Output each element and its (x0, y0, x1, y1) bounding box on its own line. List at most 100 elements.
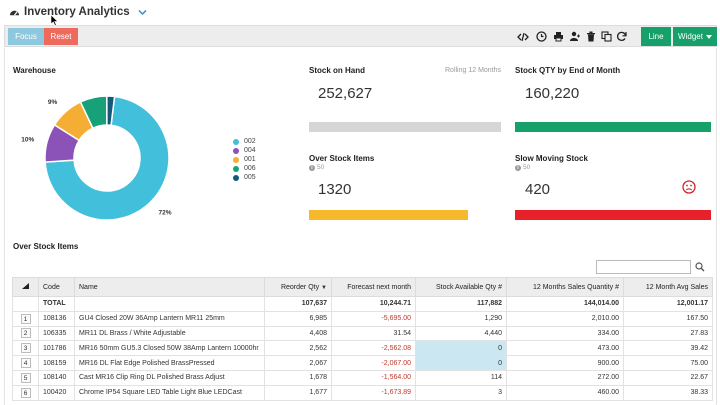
row-number[interactable]: 3 (20, 343, 31, 354)
total-stock-cell: 117,882 (415, 296, 507, 312)
over-stock-items-value: 1320 (318, 181, 352, 198)
cell-rownum: 6 (12, 384, 39, 401)
donut-label-001: 9% (48, 99, 58, 106)
legend-label: 001 (244, 156, 256, 163)
table-row[interactable]: 5 108140 Cast MR16 Clip Ring DL Polished B… (12, 369, 713, 386)
over-stock-table: Code Name Reorder Qty ▼ Forecast next mo… (12, 277, 713, 401)
cell-rownum: 2 (12, 325, 39, 342)
table-row[interactable]: 2 106335 MR11 DL Brass / White Adjustable 4… (12, 325, 713, 342)
legend-swatch (233, 165, 239, 172)
table-row[interactable]: 3 101786 MR16 50mm GU5.3 Closed 50W 38Amp … (12, 340, 713, 357)
cell-forecast: -2,562.08 (331, 340, 416, 357)
cell-stock: 3 (415, 384, 507, 401)
search-icon[interactable] (695, 262, 705, 272)
warehouse-legend: 002 004 001 006 005 (233, 137, 256, 182)
slow-moving-info: i 50 (515, 164, 530, 171)
over-stock-items-kpi-title: Over Stock Items (309, 154, 375, 163)
dashboard-title: Inventory Analytics (24, 6, 130, 18)
stock-on-hand-value: 252,627 (318, 85, 373, 102)
reset-button[interactable]: Reset (44, 28, 78, 45)
cell-reorder: 6,985 (264, 310, 332, 327)
table-header-row: Code Name Reorder Qty ▼ Forecast next mo… (12, 277, 713, 297)
table-row[interactable]: 6 100420 Chrome IP54 Square LED Table Ligh… (12, 384, 713, 401)
table-row[interactable]: 1 108136 GU4 Closed 20W 36Amp Lantern MR11… (12, 310, 713, 327)
legend-label: 004 (244, 147, 256, 154)
legend-item[interactable]: 001 (233, 155, 256, 164)
code-icon[interactable] (517, 30, 529, 43)
cell-code: 100420 (38, 384, 75, 401)
legend-swatch (233, 138, 239, 145)
cell-avg12: 38.33 (623, 384, 713, 401)
column-header-reorder-qty[interactable]: Reorder Qty ▼ (264, 277, 332, 297)
table-row[interactable]: 4 108159 MR16 DL Flat Edge Polished BrassP… (12, 355, 713, 371)
legend-label: 002 (244, 138, 256, 145)
slow-moving-info-value: 50 (523, 164, 531, 171)
clock-icon[interactable] (535, 30, 547, 43)
column-header-12m-sales[interactable]: 12 Months Sales Quantity # (506, 277, 624, 297)
expand-collapse-header[interactable] (12, 277, 39, 297)
trash-icon[interactable] (585, 30, 597, 43)
cell-stock: 1,290 (415, 310, 507, 327)
cell-name: MR11 DL Brass / White Adjustable (74, 325, 265, 342)
warehouse-donut-chart: 72%10%9%7%2% (21, 88, 172, 221)
cell-sales12: 2,010.00 (506, 310, 624, 327)
cell-rownum: 4 (12, 355, 39, 371)
legend-item[interactable]: 006 (233, 164, 256, 173)
column-header-code[interactable]: Code (38, 277, 75, 297)
widget-dropdown-button[interactable]: Widget (673, 27, 717, 46)
chevron-down-icon[interactable] (138, 7, 148, 17)
column-header-stock-available[interactable]: Stock Available Qty # (415, 277, 507, 297)
row-number[interactable]: 6 (20, 387, 31, 398)
cell-reorder: 2,562 (264, 340, 332, 357)
printer-icon[interactable] (552, 30, 564, 43)
slow-moving-stock-value: 420 (525, 181, 551, 198)
over-stock-info: i 50 (309, 164, 324, 171)
cell-name: MR16 50mm GU5.3 Closed 50W 38Amp Lantern… (74, 340, 265, 357)
donut-slice-005[interactable] (106, 95, 116, 127)
cell-stock: 0 (415, 340, 507, 357)
user-share-icon[interactable] (568, 30, 580, 43)
legend-item[interactable]: 004 (233, 146, 256, 155)
title-bar: Inventory Analytics (0, 0, 720, 24)
cell-avg12: 22.67 (623, 369, 713, 386)
column-header-reorder-qty-label: Reorder Qty (280, 283, 320, 291)
cell-avg12: 27.83 (623, 325, 713, 342)
sad-face-icon (682, 180, 696, 194)
row-number[interactable]: 4 (20, 358, 31, 369)
cell-code: 108136 (38, 310, 75, 327)
focus-button[interactable]: Focus (8, 28, 44, 45)
total-forecast-cell: 10,244.71 (331, 296, 416, 312)
table-search-input[interactable] (596, 260, 691, 274)
column-header-12m-avg-sales[interactable]: 12 Month Avg Sales (623, 277, 713, 297)
row-number[interactable]: 2 (20, 328, 31, 339)
refresh-icon[interactable] (615, 30, 627, 43)
cell-forecast: 31.54 (331, 325, 416, 342)
donut-label-006: 7% (81, 88, 91, 89)
collapse-triangle-icon (22, 283, 29, 289)
caret-down-icon (705, 32, 712, 41)
table-total-row: TOTAL 107,637 10,244.71 117,882 144,014.… (12, 296, 713, 312)
stock-on-hand-period: Rolling 12 Months (445, 67, 502, 74)
slow-moving-stock-title: Slow Moving Stock (515, 154, 588, 163)
cell-stock: 0 (415, 355, 507, 371)
cell-stock: 114 (415, 369, 507, 386)
total-reorder-cell: 107,637 (264, 296, 332, 312)
row-number[interactable]: 1 (20, 313, 31, 324)
row-number[interactable]: 5 (20, 372, 31, 383)
line-button[interactable]: Line (641, 27, 671, 46)
cell-name: MR16 DL Flat Edge Polished BrassPressed (74, 355, 265, 371)
donut-slice-002[interactable] (44, 95, 170, 221)
stock-qty-end-month-title: Stock QTY by End of Month (515, 66, 621, 75)
total-name-cell (74, 296, 265, 312)
cell-sales12: 460.00 (506, 384, 624, 401)
legend-item[interactable]: 005 (233, 173, 256, 182)
copy-icon[interactable] (600, 30, 612, 43)
cell-name: Chrome IP54 Square LED Table Light Blue … (74, 384, 265, 401)
cell-sales12: 272.00 (506, 369, 624, 386)
legend-item[interactable]: 002 (233, 137, 256, 146)
total-sales12-cell: 144,014.00 (506, 296, 624, 312)
column-header-name[interactable]: Name (74, 277, 265, 297)
column-header-forecast[interactable]: Forecast next month (331, 277, 416, 297)
cell-forecast: -5,695.00 (331, 310, 416, 327)
